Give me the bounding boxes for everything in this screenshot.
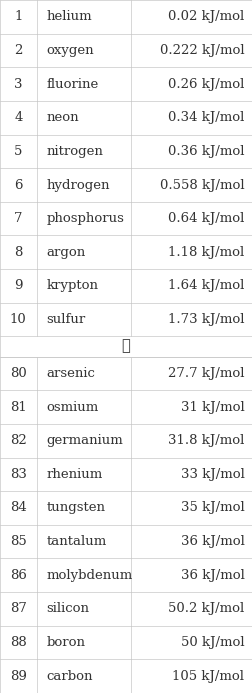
Text: 1.18 kJ/mol: 1.18 kJ/mol bbox=[168, 246, 244, 258]
Text: 0.36 kJ/mol: 0.36 kJ/mol bbox=[168, 145, 244, 158]
Text: 84: 84 bbox=[10, 502, 27, 514]
Text: 83: 83 bbox=[10, 468, 27, 481]
Text: fluorine: fluorine bbox=[47, 78, 99, 91]
Text: 88: 88 bbox=[10, 636, 27, 649]
Text: 10: 10 bbox=[10, 313, 27, 326]
Text: 9: 9 bbox=[14, 279, 22, 292]
Text: krypton: krypton bbox=[47, 279, 99, 292]
Text: 105 kJ/mol: 105 kJ/mol bbox=[172, 669, 244, 683]
Text: 31 kJ/mol: 31 kJ/mol bbox=[181, 401, 244, 414]
Text: molybdenum: molybdenum bbox=[47, 569, 133, 581]
Text: 0.222 kJ/mol: 0.222 kJ/mol bbox=[160, 44, 244, 57]
Text: germanium: germanium bbox=[47, 435, 123, 447]
Text: ⋮: ⋮ bbox=[122, 340, 130, 353]
Text: arsenic: arsenic bbox=[47, 367, 96, 380]
Text: 7: 7 bbox=[14, 212, 22, 225]
Text: 81: 81 bbox=[10, 401, 27, 414]
Text: 1.73 kJ/mol: 1.73 kJ/mol bbox=[168, 313, 244, 326]
Text: 0.26 kJ/mol: 0.26 kJ/mol bbox=[168, 78, 244, 91]
Text: 89: 89 bbox=[10, 669, 27, 683]
Text: phosphorus: phosphorus bbox=[47, 212, 124, 225]
Text: 33 kJ/mol: 33 kJ/mol bbox=[181, 468, 244, 481]
Text: 31.8 kJ/mol: 31.8 kJ/mol bbox=[168, 435, 244, 447]
Text: 85: 85 bbox=[10, 535, 27, 548]
Text: 3: 3 bbox=[14, 78, 22, 91]
Text: 50 kJ/mol: 50 kJ/mol bbox=[181, 636, 244, 649]
Text: 27.7 kJ/mol: 27.7 kJ/mol bbox=[168, 367, 244, 380]
Text: 5: 5 bbox=[14, 145, 22, 158]
Text: sulfur: sulfur bbox=[47, 313, 86, 326]
Text: hydrogen: hydrogen bbox=[47, 179, 110, 191]
Text: argon: argon bbox=[47, 246, 86, 258]
Text: 1: 1 bbox=[14, 10, 22, 24]
Text: 82: 82 bbox=[10, 435, 27, 447]
Text: osmium: osmium bbox=[47, 401, 99, 414]
Text: boron: boron bbox=[47, 636, 86, 649]
Text: 0.64 kJ/mol: 0.64 kJ/mol bbox=[168, 212, 244, 225]
Text: 35 kJ/mol: 35 kJ/mol bbox=[181, 502, 244, 514]
Text: carbon: carbon bbox=[47, 669, 93, 683]
Text: 36 kJ/mol: 36 kJ/mol bbox=[181, 569, 244, 581]
Text: neon: neon bbox=[47, 112, 79, 124]
Text: 8: 8 bbox=[14, 246, 22, 258]
Text: tantalum: tantalum bbox=[47, 535, 107, 548]
Text: 86: 86 bbox=[10, 569, 27, 581]
Text: 36 kJ/mol: 36 kJ/mol bbox=[181, 535, 244, 548]
Text: silicon: silicon bbox=[47, 602, 90, 615]
Text: 0.34 kJ/mol: 0.34 kJ/mol bbox=[168, 112, 244, 124]
Text: 0.02 kJ/mol: 0.02 kJ/mol bbox=[168, 10, 244, 24]
Text: 80: 80 bbox=[10, 367, 27, 380]
Text: tungsten: tungsten bbox=[47, 502, 106, 514]
Text: rhenium: rhenium bbox=[47, 468, 103, 481]
Text: 4: 4 bbox=[14, 112, 22, 124]
Text: 2: 2 bbox=[14, 44, 22, 57]
Text: 6: 6 bbox=[14, 179, 22, 191]
Text: 50.2 kJ/mol: 50.2 kJ/mol bbox=[168, 602, 244, 615]
Text: nitrogen: nitrogen bbox=[47, 145, 104, 158]
Text: 87: 87 bbox=[10, 602, 27, 615]
Text: 1.64 kJ/mol: 1.64 kJ/mol bbox=[168, 279, 244, 292]
Text: helium: helium bbox=[47, 10, 92, 24]
Text: oxygen: oxygen bbox=[47, 44, 94, 57]
Text: 0.558 kJ/mol: 0.558 kJ/mol bbox=[160, 179, 244, 191]
